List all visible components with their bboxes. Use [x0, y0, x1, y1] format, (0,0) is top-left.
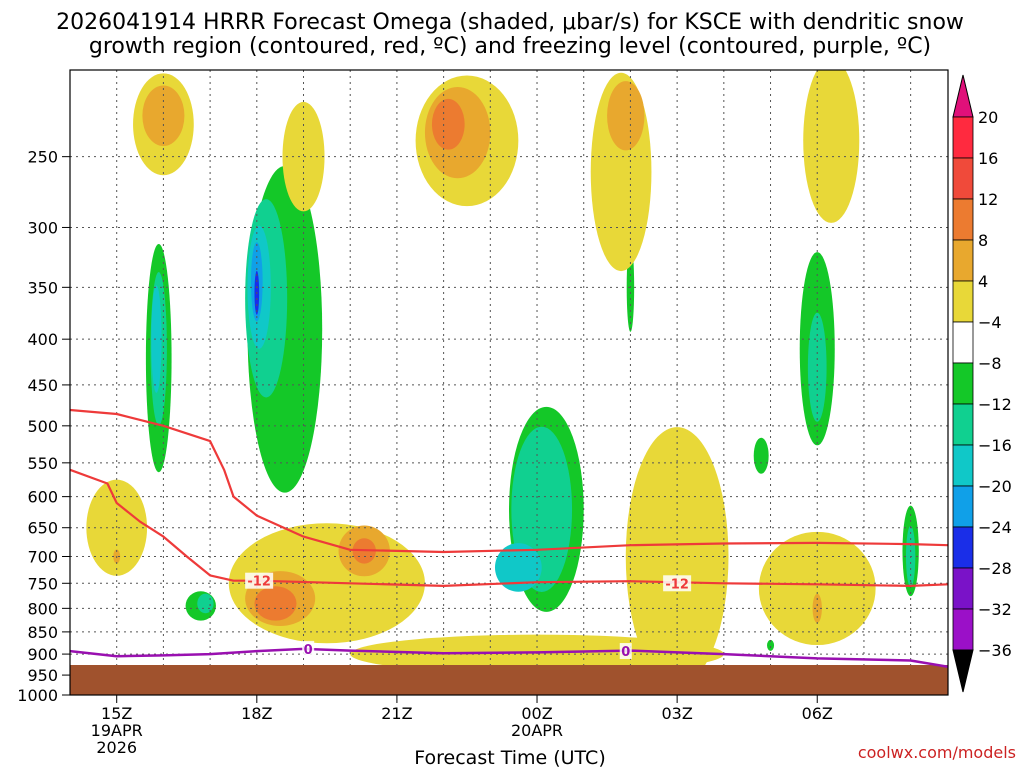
- omega-region-4: [282, 101, 325, 212]
- omega-region-neg8: [807, 312, 827, 422]
- x-tick-label: 00Z: [521, 704, 552, 723]
- colorbar-label: 12: [978, 190, 998, 209]
- contour-label-bg: [619, 643, 632, 660]
- grid-lines: [70, 70, 948, 695]
- dgz-contour-0: [70, 408, 948, 554]
- y-axis: 250 300 350 400 450 500 550 600 650 700 750 800 850 9…: [17, 148, 70, 705]
- y-tick-label: 600: [27, 488, 58, 507]
- y-tick-label: 250: [27, 148, 58, 167]
- x-tick-sublabel: 20APR: [511, 721, 563, 740]
- omega-region-neg4: [753, 437, 769, 474]
- x-tick-label: 15Z: [101, 704, 132, 723]
- colorbar-swatch: [952, 362, 974, 405]
- colorbar-label: −16: [978, 436, 1012, 455]
- colorbar-label: 8: [978, 231, 988, 250]
- colorbar-swatch: [952, 239, 974, 282]
- y-tick-label: 550: [27, 454, 58, 473]
- omega-region-8: [607, 81, 645, 151]
- colorbar-label: −24: [978, 518, 1012, 537]
- plot-frame: [69, 69, 949, 696]
- colorbar-swatch: [952, 280, 974, 323]
- x-tick-label: 18Z: [241, 704, 272, 723]
- y-tick-label: 350: [27, 278, 58, 297]
- colorbar-top-arrow: [952, 74, 974, 118]
- colorbar-swatch: [952, 567, 974, 610]
- x-tick-label: 06Z: [802, 704, 833, 723]
- contour-label: -12: [665, 577, 689, 592]
- colorbar-label: −4: [978, 313, 1002, 332]
- colorbar-swatch: [952, 321, 974, 364]
- colorbar-swatch: [952, 608, 974, 651]
- omega-region-4: [758, 531, 876, 646]
- omega-region-neg8: [197, 593, 214, 614]
- plot-area: -12 -12 0 0: [69, 69, 949, 696]
- colorbar: 20 16 12 8 4 −4 −8 −12 −16 −20 −24 −28 −32 −36: [952, 74, 1012, 693]
- colorbar-label: −32: [978, 600, 1012, 619]
- colorbar-label: 4: [978, 272, 988, 291]
- colorbar-swatch: [952, 526, 974, 569]
- omega-region-8: [142, 85, 185, 147]
- colorbar-label: −28: [978, 559, 1012, 578]
- colorbar-label: 20: [978, 108, 998, 127]
- omega-region-12: [431, 98, 465, 150]
- contour-label: -12: [247, 575, 271, 590]
- colorbar-swatch: [952, 403, 974, 446]
- omega-region-12: [254, 586, 297, 621]
- colorbar-label: −8: [978, 354, 1002, 373]
- x-tick-label: 21Z: [381, 704, 412, 723]
- colorbar-label: 16: [978, 149, 998, 168]
- contour-label-bg: [245, 572, 274, 589]
- colorbar-label: −20: [978, 477, 1012, 496]
- omega-region-neg4: [767, 639, 775, 651]
- ground-surface: [70, 665, 948, 695]
- y-tick-label: 450: [27, 376, 58, 395]
- y-tick-label: 650: [27, 519, 58, 538]
- omega-region-4: [803, 70, 860, 223]
- y-tick-label: 750: [27, 574, 58, 593]
- colorbar-label: −12: [978, 395, 1012, 414]
- freezing-level-contour: [70, 647, 948, 669]
- omega-region-neg12: [151, 285, 162, 393]
- contour-label: 0: [621, 645, 630, 660]
- colorbar-swatch: [952, 444, 974, 487]
- colorbar-label: −36: [978, 641, 1012, 660]
- y-tick-label: 500: [27, 417, 58, 436]
- colorbar-swatch: [952, 198, 974, 241]
- chart-title-line-1: 2026041914 HRRR Forecast Omega (shaded, …: [56, 10, 964, 35]
- y-tick-label: 700: [27, 547, 58, 566]
- y-tick-label: 850: [27, 623, 58, 642]
- y-tick-label: 1000: [17, 686, 58, 705]
- credit-text: coolwx.com/models: [858, 743, 1016, 762]
- y-tick-label: 400: [27, 330, 58, 349]
- colorbar-bottom-arrow: [952, 649, 974, 693]
- colorbar-swatch: [952, 116, 974, 159]
- y-tick-label: 900: [27, 645, 58, 664]
- contour-label-bg: [302, 640, 315, 657]
- contour-label: 0: [304, 643, 313, 658]
- omega-region-8: [812, 593, 822, 623]
- chart-title-line-2: growth region (contoured, red, ºC) and f…: [89, 34, 931, 59]
- x-tick-sublabel: 19APR: [91, 721, 143, 740]
- colorbar-swatch: [952, 485, 974, 528]
- x-tick-sublabel: 2026: [96, 738, 137, 757]
- y-tick-label: 800: [27, 599, 58, 618]
- colorbar-swatch: [952, 157, 974, 200]
- contour-labels: -12 -12 0 0: [245, 572, 692, 660]
- omega-region-neg12: [494, 543, 542, 592]
- contour-label-bg: [663, 575, 692, 592]
- x-tick-label: 03Z: [661, 704, 692, 723]
- y-tick-label: 950: [27, 666, 58, 685]
- x-axis-label: Forecast Time (UTC): [414, 747, 605, 768]
- y-tick-label: 300: [27, 218, 58, 237]
